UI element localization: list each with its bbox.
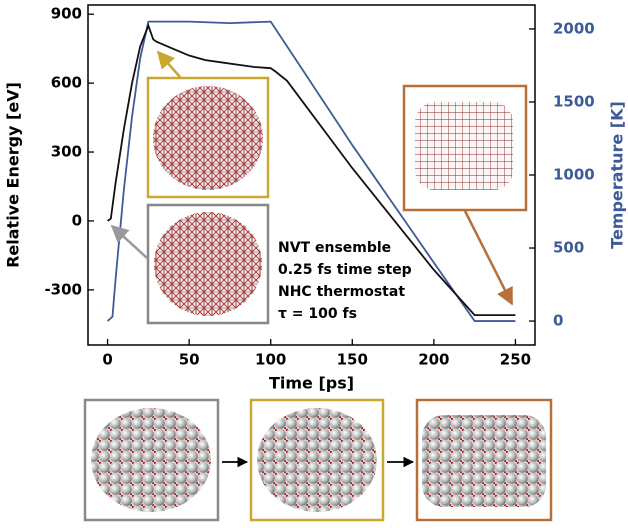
y2-tick-label: 500 [553, 239, 584, 257]
arrow [156, 50, 181, 78]
x-tick-label: 0 [102, 351, 112, 369]
x-tick-label: 200 [418, 351, 449, 369]
annotation: τ = 100 fs [278, 306, 357, 322]
annotation: NVT ensemble [278, 240, 391, 256]
annotation: 0.25 fs time step [278, 262, 412, 278]
x-axis-label: Time [ps] [269, 374, 354, 393]
y-tick-label: 300 [51, 143, 82, 161]
x-tick-label: 50 [179, 351, 200, 369]
data-line [107, 23, 516, 317]
y2-tick-label: 0 [553, 312, 563, 330]
x-tick-label: 150 [337, 351, 368, 369]
panel-structure [257, 408, 377, 512]
y-tick-label: 600 [51, 74, 82, 92]
panel-structure [422, 415, 546, 507]
arrow [463, 210, 514, 306]
y-tick-label: 0 [72, 211, 82, 229]
y-tick-label: 900 [51, 5, 82, 23]
data-line [106, 20, 516, 322]
inset-structure [153, 86, 263, 190]
inset-structure [154, 212, 262, 316]
y2-tick-label: 1000 [553, 166, 595, 184]
y2-tick-label: 1500 [553, 92, 595, 110]
y-tick-label: -300 [44, 280, 82, 298]
inset-structure [415, 102, 513, 190]
arrow [110, 224, 148, 259]
x-tick-label: 250 [500, 351, 531, 369]
x-tick-label: 100 [255, 351, 286, 369]
panel-structure [91, 408, 211, 512]
annotation: NHC thermostat [278, 284, 405, 300]
y-axis-label: Relative Energy [eV] [4, 82, 23, 268]
y2-axis-label: Temperature [K] [608, 101, 627, 249]
y2-tick-label: 2000 [553, 19, 595, 37]
